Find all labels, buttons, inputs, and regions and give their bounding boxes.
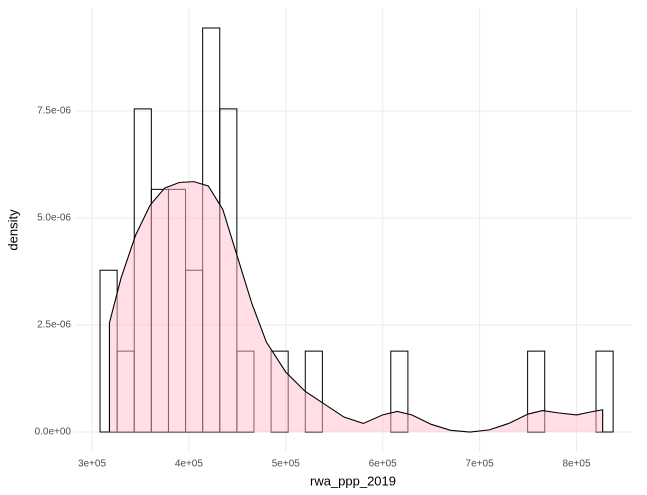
x-tick-label: 5e+05 [272, 459, 301, 470]
x-tick-label: 7e+05 [466, 459, 495, 470]
y-axis-title: density [5, 209, 20, 251]
y-tick-label: 7.5e-06 [37, 106, 71, 117]
y-tick-label: 5.0e-06 [37, 213, 71, 224]
density-area [109, 181, 603, 433]
x-tick-label: 6e+05 [369, 459, 398, 470]
x-tick-label: 4e+05 [175, 459, 204, 470]
x-tick-label: 3e+05 [78, 459, 107, 470]
x-tick-label: 8e+05 [562, 459, 591, 470]
y-tick-label: 2.5e-06 [37, 320, 71, 331]
y-tick-label: 0.0e+00 [35, 427, 72, 438]
histogram-bar [595, 350, 614, 433]
density-line [108, 181, 604, 433]
x-axis-title: rwa_ppp_2019 [310, 473, 396, 488]
